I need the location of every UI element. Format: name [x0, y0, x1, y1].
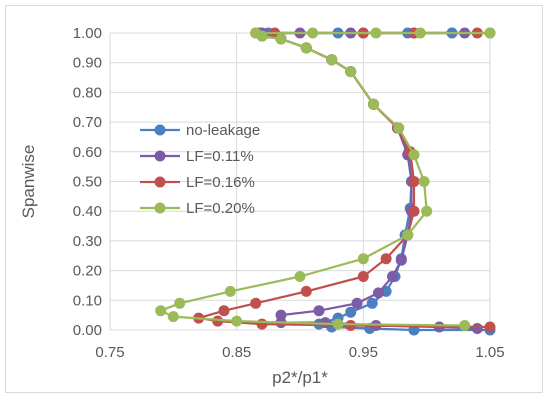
y-tick-label: 1.00: [73, 25, 102, 42]
data-point: [275, 33, 287, 45]
legend-swatch-marker: [154, 202, 166, 214]
data-point: [345, 306, 357, 318]
legend-label: LF=0.20%: [186, 200, 255, 217]
y-tick-label: 0.20: [73, 263, 102, 280]
data-point: [366, 297, 378, 309]
data-point: [408, 176, 420, 187]
y-tick-label: 0.70: [73, 114, 102, 131]
data-point: [300, 285, 312, 297]
legend-label: no-leakage: [186, 122, 260, 139]
data-point: [250, 297, 262, 309]
data-point: [218, 305, 230, 317]
x-tick-label: 0.75: [95, 344, 124, 361]
data-point: [256, 318, 268, 330]
data-point: [275, 309, 287, 321]
legend-label: LF=0.16%: [186, 174, 255, 191]
data-point: [402, 229, 414, 241]
legend-swatch-marker: [154, 124, 166, 136]
series-4: [155, 27, 496, 331]
legend: no-leakage LF=0.11% LF=0.16% LF=0.20%: [140, 122, 260, 217]
data-point: [484, 27, 496, 39]
data-point: [408, 149, 420, 161]
data-point: [313, 305, 325, 317]
data-point: [351, 297, 363, 309]
data-point: [380, 253, 392, 265]
y-tick-label: 0.00: [73, 322, 102, 339]
legend-item: no-leakage: [140, 122, 260, 139]
data-point: [368, 98, 379, 110]
legend-swatch-marker: [154, 176, 166, 188]
data-point: [294, 271, 306, 282]
data-point: [459, 320, 471, 331]
tick-labels: 0.00 0.10 0.20 0.30 0.40 0.50 0.60 0.70 0.80 0.90…: [73, 25, 505, 361]
legend-item: LF=0.20%: [140, 200, 255, 217]
data-point: [393, 122, 405, 134]
data-point: [326, 54, 338, 66]
legend-item: LF=0.11%: [140, 148, 254, 165]
data-point: [471, 323, 483, 334]
data-point: [370, 27, 382, 39]
data-point: [421, 205, 433, 217]
series-2: [256, 27, 483, 334]
data-point: [484, 321, 496, 333]
data-point: [231, 315, 243, 327]
data-point: [357, 253, 369, 265]
data-point: [345, 320, 357, 331]
data-point: [345, 66, 357, 78]
data-point: [212, 315, 224, 327]
y-tick-label: 0.50: [73, 174, 102, 191]
x-tick-label: 0.85: [222, 344, 251, 361]
data-point: [224, 285, 236, 297]
data-point: [414, 27, 426, 39]
series-layer: [155, 27, 496, 336]
data-point: [174, 297, 186, 309]
y-axis-title: Spanwise: [19, 145, 38, 219]
legend-swatch-marker: [154, 150, 166, 162]
data-point: [373, 287, 384, 299]
data-point: [408, 205, 420, 217]
data-point: [418, 176, 430, 187]
legend-label: LF=0.11%: [186, 148, 254, 165]
data-point: [250, 27, 262, 39]
series-line: [260, 31, 478, 330]
y-tick-label: 0.60: [73, 144, 102, 161]
y-tick-label: 0.80: [73, 84, 102, 101]
data-point: [307, 27, 319, 39]
y-tick-label: 0.10: [73, 292, 102, 309]
data-point: [332, 318, 344, 330]
y-tick-label: 0.90: [73, 55, 102, 72]
data-point: [357, 271, 369, 282]
data-point: [300, 42, 312, 54]
data-point: [155, 305, 167, 317]
x-tick-label: 0.95: [349, 344, 378, 361]
y-tick-label: 0.40: [73, 203, 102, 220]
data-point: [395, 254, 407, 266]
data-point: [167, 311, 179, 323]
x-axis-title: p2*/p1*: [272, 368, 328, 387]
y-tick-label: 0.30: [73, 233, 102, 250]
x-tick-label: 1.05: [475, 344, 504, 361]
legend-item: LF=0.16%: [140, 174, 255, 191]
data-point: [387, 271, 398, 282]
